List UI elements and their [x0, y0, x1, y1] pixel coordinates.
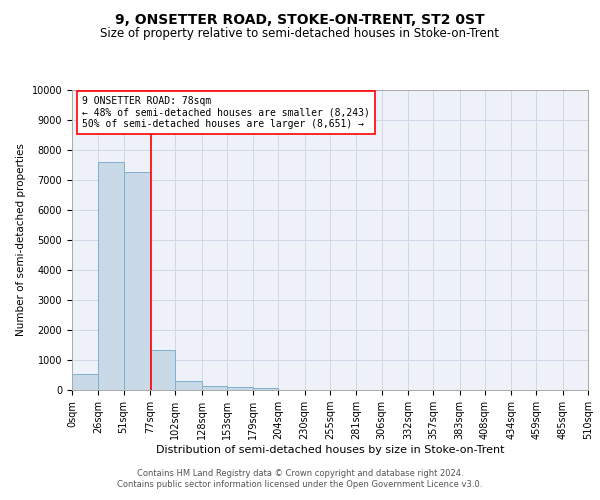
Text: 9, ONSETTER ROAD, STOKE-ON-TRENT, ST2 0ST: 9, ONSETTER ROAD, STOKE-ON-TRENT, ST2 0S…: [115, 12, 485, 26]
Bar: [150, 350, 175, 390]
Bar: [72, 374, 98, 390]
Bar: [175, 382, 202, 390]
Bar: [202, 386, 227, 390]
Text: Size of property relative to semi-detached houses in Stoke-on-Trent: Size of property relative to semi-detach…: [101, 28, 499, 40]
Text: Contains HM Land Registry data © Crown copyright and database right 2024.: Contains HM Land Registry data © Crown c…: [137, 468, 463, 477]
Bar: [227, 387, 253, 390]
X-axis label: Distribution of semi-detached houses by size in Stoke-on-Trent: Distribution of semi-detached houses by …: [156, 445, 504, 455]
Bar: [124, 172, 150, 390]
Y-axis label: Number of semi-detached properties: Number of semi-detached properties: [16, 144, 26, 336]
Bar: [98, 162, 124, 390]
Bar: [253, 388, 278, 390]
Text: Contains public sector information licensed under the Open Government Licence v3: Contains public sector information licen…: [118, 480, 482, 489]
Text: 9 ONSETTER ROAD: 78sqm
← 48% of semi-detached houses are smaller (8,243)
50% of : 9 ONSETTER ROAD: 78sqm ← 48% of semi-det…: [82, 96, 370, 129]
